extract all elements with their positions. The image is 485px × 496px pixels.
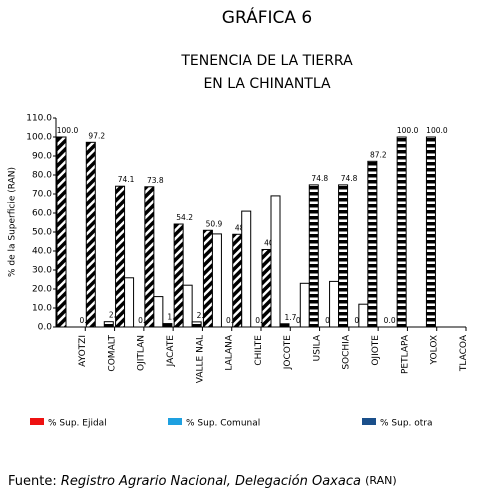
bar	[425, 136, 436, 328]
x-tick-label: AYOTZI	[78, 335, 88, 367]
y-tick-label: 40.0	[32, 247, 52, 257]
value-label: 54.2	[176, 213, 193, 222]
x-tick-label: COMALT	[107, 334, 117, 371]
source-prefix: Fuente: Registro Agrario Nacional, Deleg…	[8, 474, 397, 489]
value-label: 87.2	[370, 150, 387, 159]
bar	[124, 277, 135, 328]
value-label: 50.9	[206, 219, 223, 228]
bar	[396, 136, 407, 328]
value-label: 100.0	[57, 126, 79, 135]
y-tick-label: 110.0	[26, 114, 52, 124]
x-tick-label: SOCHIA	[342, 334, 352, 370]
value-label: 74.8	[341, 174, 358, 183]
value-label: 73.8	[147, 176, 164, 185]
value-label: 0.0	[138, 316, 150, 325]
bar	[367, 160, 378, 328]
value-label: 100.0	[397, 126, 419, 135]
value-label: 0.0	[80, 316, 92, 325]
y-tick-label: 0.0	[38, 323, 53, 333]
bar	[162, 323, 173, 328]
value-label: 74.1	[118, 175, 135, 184]
bar	[279, 323, 290, 328]
bar	[115, 185, 126, 328]
x-tick-label: OJIOTE	[371, 335, 381, 366]
source-text: Registro Agrario Nacional, Delegación Oa…	[61, 474, 361, 489]
legend-label: % Sup. Ejidal	[48, 419, 107, 429]
legend-swatch	[30, 418, 44, 425]
value-label: 0.0	[226, 316, 238, 325]
y-tick-label: 30.0	[32, 266, 52, 276]
chart-subtitle: EN LA CHINANTLA	[203, 76, 331, 92]
value-label: 2.7	[197, 311, 209, 320]
bar	[299, 282, 310, 328]
y-tick-label: 80.0	[32, 171, 52, 181]
legend-swatch	[168, 418, 182, 425]
y-tick-label: 90.0	[32, 152, 52, 162]
y-tick-label: 60.0	[32, 209, 52, 219]
y-axis-label: % de la Superficie (RAN)	[8, 167, 18, 277]
legend-label: % Sup. Comunal	[186, 419, 260, 429]
x-tick-label: USILA	[312, 334, 322, 361]
bar	[202, 229, 213, 328]
source-suffix: (RAN)	[365, 474, 397, 487]
x-tick-label: JACATE	[166, 335, 176, 368]
y-tick-label: 20.0	[32, 285, 52, 295]
y-tick-label: 50.0	[32, 228, 52, 238]
bar	[329, 280, 340, 328]
bar	[56, 136, 67, 328]
x-tick-label: YOLOX	[430, 335, 440, 365]
bar	[338, 184, 349, 328]
source-prefix: Fuente:	[8, 474, 57, 489]
bar	[182, 284, 193, 328]
value-label: 0.0	[384, 316, 396, 325]
x-tick-label: CHILTE	[254, 335, 264, 366]
y-tick-label: 100.0	[26, 133, 52, 143]
value-label: 1.8	[167, 313, 179, 322]
value-label: 1.7	[285, 313, 297, 322]
bar	[270, 195, 281, 328]
bar	[261, 248, 272, 328]
bar	[358, 303, 369, 328]
bar	[153, 296, 164, 328]
bar	[173, 223, 184, 328]
bar	[144, 186, 155, 328]
x-tick-label: LALANA	[225, 334, 235, 370]
bar	[211, 233, 222, 328]
x-tick-label: PETLAPA	[400, 334, 410, 374]
x-tick-label: TLACOA	[459, 334, 469, 372]
x-tick-label: OJITLAN	[137, 335, 147, 371]
value-label: 97.2	[88, 131, 105, 140]
y-tick-label: 70.0	[32, 190, 52, 200]
legend-label: % Sup. otra	[380, 419, 433, 429]
legend-swatch	[362, 418, 376, 425]
value-label: 74.8	[311, 174, 328, 183]
bar	[232, 233, 243, 328]
x-tick-label: JOCOTE	[283, 335, 293, 371]
y-tick-label: 10.0	[32, 304, 52, 314]
bar	[241, 210, 252, 328]
chart-title: GRÁFICA 6	[222, 6, 312, 28]
chart-subtitle: TENENCIA DE LA TIERRA	[180, 53, 353, 69]
bar	[191, 321, 202, 328]
bar	[85, 141, 96, 328]
value-label: 100.0	[426, 126, 448, 135]
x-tick-label: VALLE NAL	[195, 335, 205, 383]
bar	[308, 184, 319, 328]
value-label: 0.0	[255, 316, 267, 325]
value-label: 2.8	[109, 311, 121, 320]
bar	[103, 321, 114, 328]
